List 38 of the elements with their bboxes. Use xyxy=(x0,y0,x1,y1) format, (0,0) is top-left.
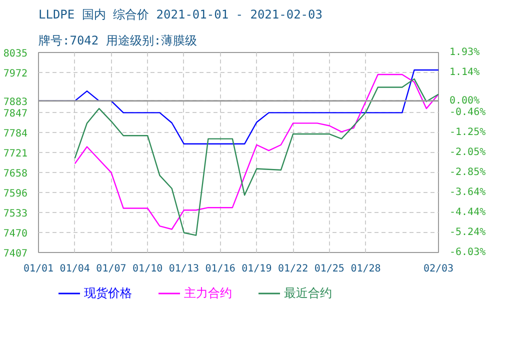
y-tick-label: 7883 xyxy=(3,96,28,108)
y-tick-label: 7533 xyxy=(3,208,28,220)
x-tick-label: 01/22 xyxy=(278,264,308,274)
x-tick-label: 01/19 xyxy=(242,264,272,274)
y-tick-label: 7470 xyxy=(3,228,28,240)
y-tick-label: 7721 xyxy=(3,148,28,160)
y2-tick-label: -1.25% xyxy=(450,126,486,138)
y-tick-label: 7658 xyxy=(3,168,28,180)
y2-tick-label: -4.44% xyxy=(450,207,486,218)
y2-tick-label: -6.03% xyxy=(450,247,486,258)
x-tick-label: 01/13 xyxy=(168,264,200,274)
y2-tick-label: 0.00% xyxy=(450,95,480,106)
y2-tick-label: 1.93% xyxy=(450,47,480,58)
x-tick-label: 01/01 xyxy=(23,264,54,274)
legend-label: 现货价格 xyxy=(84,284,132,302)
y2-tick-label: -2.05% xyxy=(450,147,486,158)
y2-tick-label: 1.14% xyxy=(450,66,480,78)
legend-label: 主力合约 xyxy=(184,284,232,302)
y-tick-label: 7972 xyxy=(3,68,28,80)
chart-title: LLDPE 国内 综合价 2021-01-01 - 2021-02-03 xyxy=(38,8,322,22)
x-tick-label: 01/25 xyxy=(314,264,344,274)
x-tick-label: 01/28 xyxy=(350,264,381,274)
x-tick-label: 02/03 xyxy=(423,264,454,274)
y2-tick-label: -3.64% xyxy=(450,186,486,198)
legend-label: 最近合约 xyxy=(284,284,332,302)
y-tick-label: 8035 xyxy=(3,48,28,60)
x-tick-label: 01/04 xyxy=(60,264,90,274)
x-tick-label: 01/10 xyxy=(132,264,163,274)
x-tick-label: 01/07 xyxy=(96,264,126,274)
y2-tick-label: -0.46% xyxy=(450,107,486,118)
x-tick-label: 01/16 xyxy=(205,264,236,274)
y2-tick-label: -5.24% xyxy=(450,227,486,238)
y-tick-label: 7847 xyxy=(3,108,28,120)
y-tick-label: 7784 xyxy=(3,128,28,140)
y-tick-label: 7407 xyxy=(3,248,28,260)
y-tick-label: 7596 xyxy=(3,188,28,200)
y2-tick-label: -2.85% xyxy=(450,167,486,178)
chart-subtitle: 牌号:7042 用途级别:薄膜级 xyxy=(38,34,198,48)
